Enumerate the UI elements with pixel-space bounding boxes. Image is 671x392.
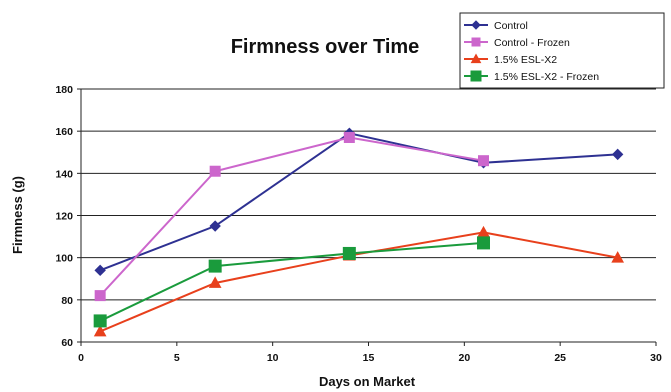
data-point <box>343 131 355 143</box>
data-point <box>478 155 489 167</box>
legend-label: 1.5% ESL-X2 <box>494 54 557 66</box>
x-tick-label: 5 <box>174 352 180 364</box>
legend-swatch-marker <box>471 20 481 30</box>
legend: Control Control - Frozen 1.5% ESL-X2 1.5% E… <box>459 12 665 89</box>
x-tick-label: 10 <box>267 352 279 364</box>
data-point <box>208 259 222 273</box>
legend-box <box>459 12 665 89</box>
legend-label: Control - Frozen <box>494 37 570 49</box>
y-tick-label: 60 <box>61 337 73 349</box>
legend-label: Control <box>494 20 528 32</box>
data-point <box>611 251 625 263</box>
data-point <box>611 148 624 161</box>
chart-title: Firmness over Time <box>231 36 420 58</box>
series-3 <box>93 236 490 328</box>
data-point <box>477 236 490 250</box>
series-line <box>99 136 484 297</box>
data-point <box>342 246 356 260</box>
x-tick-label: 25 <box>554 352 566 364</box>
series-layer <box>93 127 625 337</box>
x-tick-label: 30 <box>650 352 662 364</box>
series-line <box>99 241 484 322</box>
data-point <box>93 314 107 328</box>
legend-swatch-marker <box>470 70 482 82</box>
tick-labels: 60 80 100 120 140 160 180 0 5 10 15 20 25 30 <box>55 84 662 364</box>
data-point <box>208 276 222 288</box>
data-point <box>93 324 107 337</box>
legend-swatch-marker <box>471 37 481 47</box>
y-tick-label: 160 <box>55 126 73 138</box>
y-tick-label: 120 <box>55 211 73 223</box>
y-axis-title: Firmness (g) <box>10 176 25 254</box>
series-1 <box>94 131 489 302</box>
data-point <box>209 220 221 232</box>
legend-swatch-marker <box>470 53 482 64</box>
data-point <box>209 165 221 177</box>
x-tick-label: 15 <box>363 352 375 364</box>
axes <box>77 88 657 346</box>
x-tick-label: 0 <box>78 352 84 364</box>
x-tick-label: 20 <box>458 352 470 364</box>
y-tick-label: 80 <box>61 295 73 307</box>
y-tick-label: 100 <box>55 253 73 265</box>
data-point <box>94 290 106 302</box>
x-axis-title: Days on Market <box>319 374 416 389</box>
legend-label: 1.5% ESL-X2 - Frozen <box>494 71 599 83</box>
y-tick-label: 140 <box>55 168 73 180</box>
data-point <box>94 264 106 277</box>
y-tick-label: 180 <box>55 84 73 96</box>
